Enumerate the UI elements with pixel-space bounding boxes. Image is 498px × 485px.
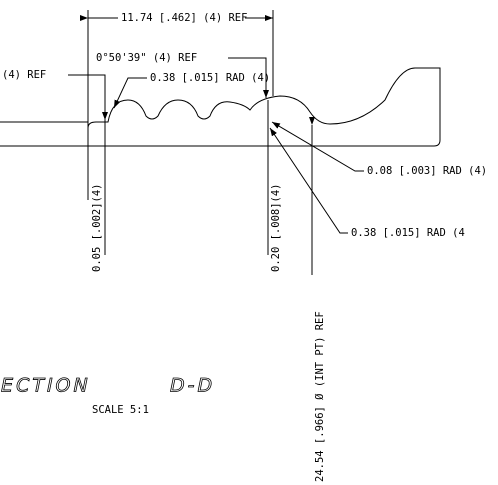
view-label: D-D [170,375,215,397]
dim-height: 0.05 [.002](4) [91,183,103,272]
dim-ref: (4) REF [2,69,46,81]
view-title: SECTION [0,375,91,397]
dim-height: 0.20 [.008](4) [270,183,282,272]
part-section [0,67,441,147]
view-scale: SCALE 5:1 [92,404,149,416]
dim-length: 11.74 [.462] (4) REF [121,12,247,24]
dim-angle: 0°50'39" (4) REF [96,52,197,64]
dim-radius: 0.38 [.015] RAD (4) [150,72,270,84]
dimension-lines [68,10,364,275]
dim-radius: 0.38 [.015] RAD (4 [351,227,465,239]
dim-radius: 0.08 [.003] RAD (4) [367,165,487,177]
dim-diameter: 24.54 [.966] Ø (INT PT) REF [314,311,326,482]
